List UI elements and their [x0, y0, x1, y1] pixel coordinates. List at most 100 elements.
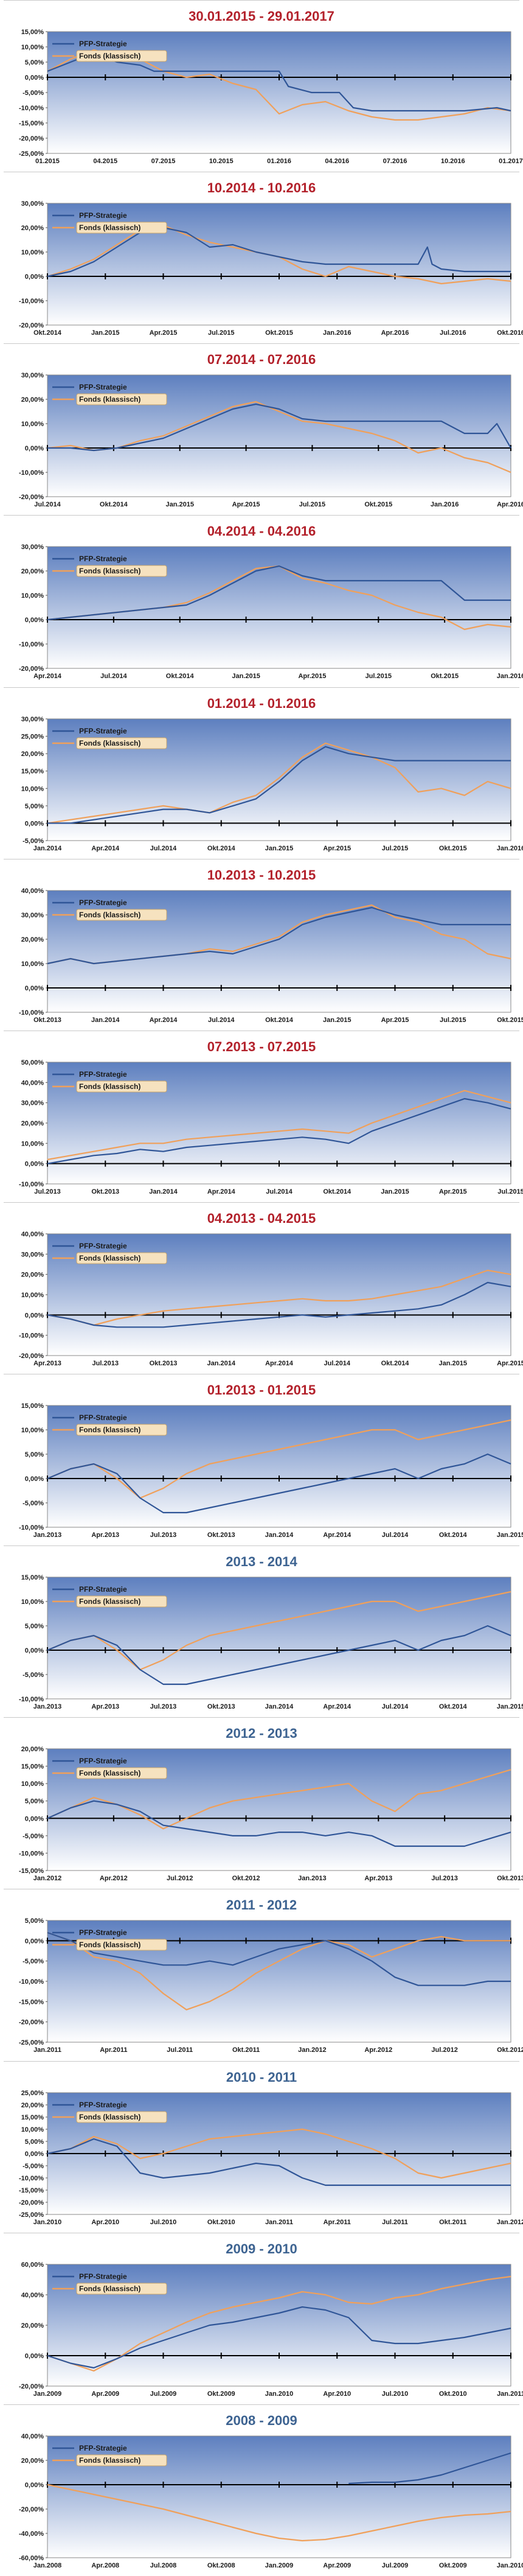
x-tick-label: Jan.2013	[33, 1703, 61, 1710]
x-tick-label: Jul.2008	[150, 2562, 176, 2569]
x-tick-label: Jan.2014	[149, 1188, 178, 1195]
x-tick-label: Apr.2013	[33, 1360, 61, 1367]
x-tick-label: Okt.2010	[207, 2219, 235, 2226]
x-tick-label: Jul.2015	[299, 501, 325, 508]
y-tick-label: 0,00%	[25, 1312, 44, 1319]
x-tick-label: Apr.2013	[91, 1531, 119, 1539]
x-tick-label: Okt.2011	[232, 2046, 260, 2054]
x-tick-label: Jan.2009	[265, 2562, 293, 2569]
y-tick-label: 5,00%	[25, 1451, 44, 1458]
y-tick-label: -20,00%	[19, 135, 44, 142]
x-tick-label: Jan.2012	[497, 2219, 523, 2226]
series-line-strategy	[47, 52, 511, 112]
line-chart: 25,00% 20,00% 15,00% 10,00% 5,00% 0,00% -5,00%…	[19, 2090, 523, 2226]
chart-panel: 01.2013 - 01.2015 15,00% 10,00% 5,00% 0,00% -…	[0, 1374, 523, 1545]
x-tick-label: Apr.2014	[323, 1703, 352, 1710]
legend-label-box	[76, 737, 167, 749]
y-tick-label: -25,00%	[19, 2039, 44, 2046]
panel-divider	[4, 2061, 519, 2062]
x-tick-label: Okt.2013	[33, 1017, 61, 1024]
x-tick-label: Jan.2014	[33, 845, 62, 852]
x-tick-label: Jul.2015	[365, 673, 392, 680]
x-tick-label: Okt.2015	[265, 329, 293, 337]
y-tick-label: 30,00%	[21, 372, 44, 379]
y-tick-label: 5,00%	[25, 2138, 44, 2146]
y-tick-label: -20,00%	[19, 2383, 44, 2390]
legend-label: Fonds (klassisch)	[79, 1941, 140, 1949]
series-line-fund	[47, 1769, 511, 1830]
panel-divider	[4, 515, 519, 516]
y-tick-label: 10,00%	[21, 1780, 44, 1788]
x-tick-label: Jul.2011	[382, 2219, 408, 2226]
series-line-strategy	[47, 2138, 511, 2186]
y-tick-label: 0,00%	[25, 1647, 44, 1654]
legend-label: PFP-Strategie	[79, 1757, 127, 1765]
y-tick-label: 20,00%	[21, 2457, 44, 2465]
y-tick-label: -60,00%	[19, 2555, 44, 2562]
line-chart: 15,00%10,00%5,00%0,00%-5,00%-10,00%Jan.2…	[19, 1402, 523, 1539]
y-tick-label: 10,00%	[21, 2126, 44, 2133]
y-tick-label: -20,00%	[19, 1353, 44, 1360]
legend-label: Fonds (klassisch)	[79, 395, 140, 404]
line-chart: 15,00%10,00%5,00%0,00%-5,00%-10,00%Jan.2…	[19, 1574, 523, 1710]
y-tick-label: -5,00%	[23, 1500, 44, 1507]
x-tick-label: Apr.2010	[91, 2219, 119, 2226]
x-tick-label: Jul.2014	[34, 501, 61, 508]
y-tick-label: 10,00%	[21, 44, 44, 51]
legend-label-box	[76, 50, 167, 62]
y-tick-label: 0,00%	[25, 617, 44, 624]
x-tick-label: Jan.2011	[33, 2046, 61, 2054]
chart-title: 07.2014 - 07.2016	[207, 352, 316, 367]
y-tick-label: 30,00%	[21, 544, 44, 551]
legend-label: PFP-Strategie	[79, 1242, 127, 1250]
legend-label-box	[76, 909, 167, 921]
legend-label: Fonds (klassisch)	[79, 2113, 140, 2121]
series-line-strategy	[47, 1281, 511, 1328]
x-tick-label: Jul.2014	[382, 1531, 409, 1539]
x-tick-label: Okt.2014	[265, 1017, 294, 1024]
y-tick-label: -15,00%	[19, 1867, 44, 1875]
y-tick-label: 30,00%	[21, 716, 44, 723]
chart-title: 10.2014 - 10.2016	[207, 180, 316, 195]
legend-label-box	[76, 222, 167, 234]
x-tick-label: Jul.2012	[431, 2046, 457, 2054]
line-chart: 20,00% 15,00% 10,00% 5,00% 0,00% -5,00% -10,00…	[19, 1746, 523, 1882]
series-line-fund	[47, 1419, 511, 1499]
x-tick-label: Jan.2011	[497, 2390, 523, 2398]
y-tick-label: 20,00%	[21, 2102, 44, 2109]
y-tick-label: -40,00%	[19, 2530, 44, 2538]
x-tick-label: Apr.2016	[497, 501, 523, 508]
y-tick-label: 10,00%	[21, 1427, 44, 1434]
y-tick-label: -5,00%	[23, 2163, 44, 2170]
series-line-fund	[47, 2128, 511, 2179]
x-tick-label: Okt.2009	[207, 2390, 235, 2398]
x-tick-label: Jan.2012	[298, 2046, 326, 2054]
x-tick-label: Apr.2015	[381, 1017, 409, 1024]
x-tick-label: Jul.2012	[167, 1875, 193, 1882]
x-tick-label: Apr.2013	[91, 1703, 119, 1710]
x-tick-label: 07.2016	[383, 158, 407, 165]
legend-label: PFP-Strategie	[79, 2101, 127, 2109]
y-tick-label: -10,00%	[19, 298, 44, 305]
chart-panel: 04.2013 - 04.2015 40,00% 30,00% 20,00% 10,00…	[0, 1202, 523, 1374]
legend-label-box	[76, 2283, 167, 2295]
y-tick-label: -10,00%	[19, 641, 44, 648]
legend-label: PFP-Strategie	[79, 555, 127, 563]
y-tick-label: -5,00%	[23, 89, 44, 97]
y-tick-label: -10,00%	[19, 1524, 44, 1531]
y-tick-label: 0,00%	[25, 2151, 44, 2158]
line-chart: 40,00%20,00%0,00%-20,00%-40,00%-60,00%Ja…	[19, 2433, 523, 2569]
series-line-fund	[47, 1591, 511, 1671]
y-tick-label: 10,00%	[21, 785, 44, 793]
x-tick-label: Jan.2014	[207, 1360, 236, 1367]
y-tick-label: 5,00%	[25, 1798, 44, 1805]
chart-panel: 10.2013 - 10.2015 40,00% 30,00% 20,00% 10,00…	[0, 859, 523, 1031]
x-tick-label: Jan.2011	[265, 2219, 293, 2226]
series-line-fund	[47, 742, 511, 824]
plot-area	[47, 374, 511, 497]
x-tick-label: Jan.2010	[497, 2562, 523, 2569]
x-tick-label: Okt.2013	[150, 1360, 178, 1367]
y-tick-label: -20,00%	[19, 2019, 44, 2026]
y-tick-label: -15,00%	[19, 120, 44, 127]
